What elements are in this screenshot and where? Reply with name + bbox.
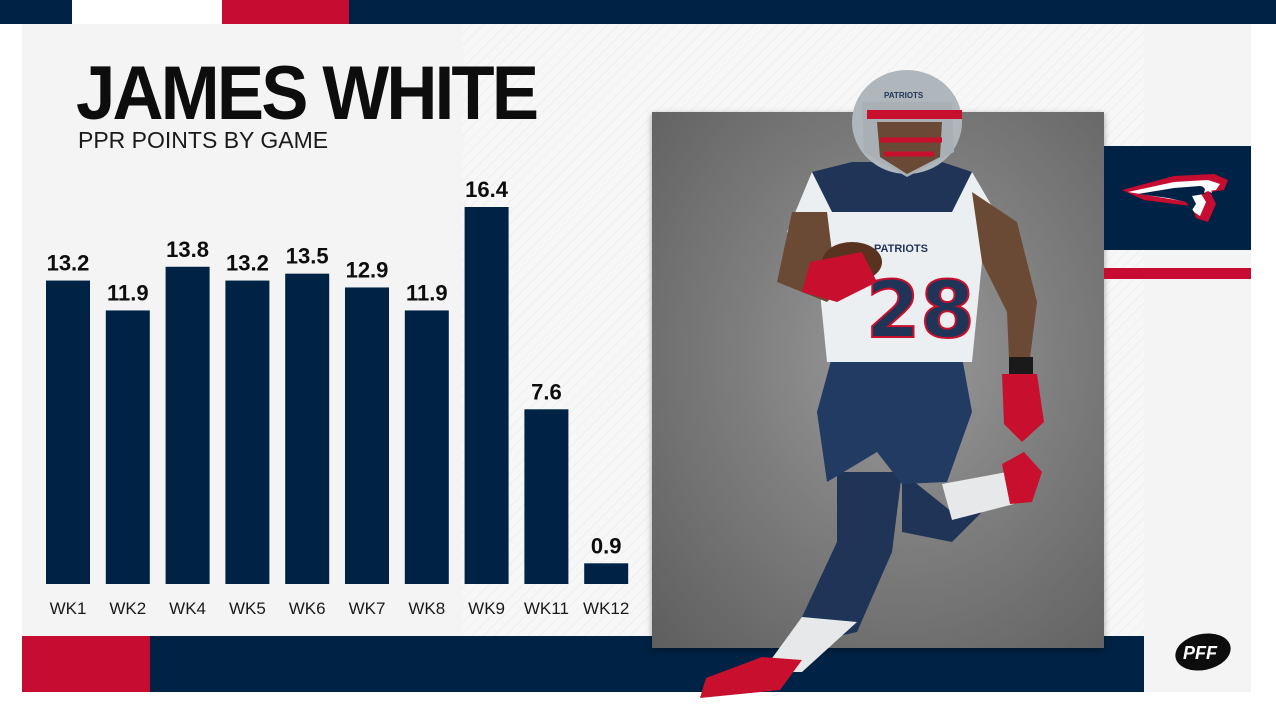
category-label: WK11 (524, 599, 569, 618)
jersey-chest-text: PATRIOTS (874, 243, 928, 255)
value-label: 16.4 (465, 177, 509, 202)
team-accent-bar (1104, 268, 1251, 279)
bar-wk7 (345, 287, 389, 584)
top-stripe-navy-long (349, 0, 1276, 24)
category-label: WK6 (289, 599, 326, 618)
top-stripe-white (72, 0, 222, 24)
bar-wk11 (524, 409, 569, 584)
category-label: WK5 (229, 599, 266, 618)
category-label: WK7 (349, 599, 386, 618)
top-stripe-navy (0, 0, 72, 24)
value-label: 0.9 (591, 533, 622, 558)
bar-wk9 (464, 207, 509, 584)
bar-wk12 (584, 563, 629, 584)
value-label: 7.6 (531, 379, 562, 404)
bar-chart: 13.2 WK1 11.9 WK2 13.8 WK4 13.2 WK5 13.5 WK6 12.9 W… (46, 177, 629, 618)
pff-logo-text: PFF (1183, 643, 1218, 663)
value-label: 13.8 (166, 237, 209, 262)
category-label: WK9 (468, 599, 505, 618)
value-label: 11.9 (406, 280, 448, 305)
bar-wk1 (46, 280, 90, 584)
page-title: JAMES WHITE (76, 51, 539, 136)
player-illustration: 28 PATRIOTS PATRIOTS (700, 70, 1044, 698)
value-label: 12.9 (346, 257, 389, 282)
top-stripe-red (222, 0, 349, 24)
pff-logo-icon: PFF (1174, 632, 1232, 672)
player-photo: 28 PATRIOTS PATRIOTS (652, 70, 1104, 698)
bottom-stripe-red (22, 636, 150, 692)
value-label: 13.2 (47, 251, 90, 276)
category-label: WK8 (408, 599, 445, 618)
bar-wk8 (404, 310, 449, 584)
value-label: 13.2 (226, 251, 269, 276)
category-label: WK2 (109, 599, 146, 618)
value-label: 11.9 (107, 280, 149, 305)
jersey-number: 28 (866, 266, 975, 356)
category-label: WK12 (583, 599, 629, 618)
side-panel (1144, 24, 1251, 692)
bar-wk6 (285, 273, 330, 584)
patriots-logo-icon (1122, 174, 1228, 222)
team-logo-box (1104, 146, 1251, 250)
category-label: WK4 (169, 599, 206, 618)
bar-wk5 (225, 280, 270, 584)
value-label: 13.5 (286, 244, 329, 269)
bar-wk4 (165, 266, 210, 584)
category-label: WK1 (50, 599, 87, 618)
page-subtitle: PPR POINTS BY GAME (78, 127, 329, 153)
bar-wk2 (105, 310, 150, 584)
helmet-text: PATRIOTS (884, 91, 924, 100)
